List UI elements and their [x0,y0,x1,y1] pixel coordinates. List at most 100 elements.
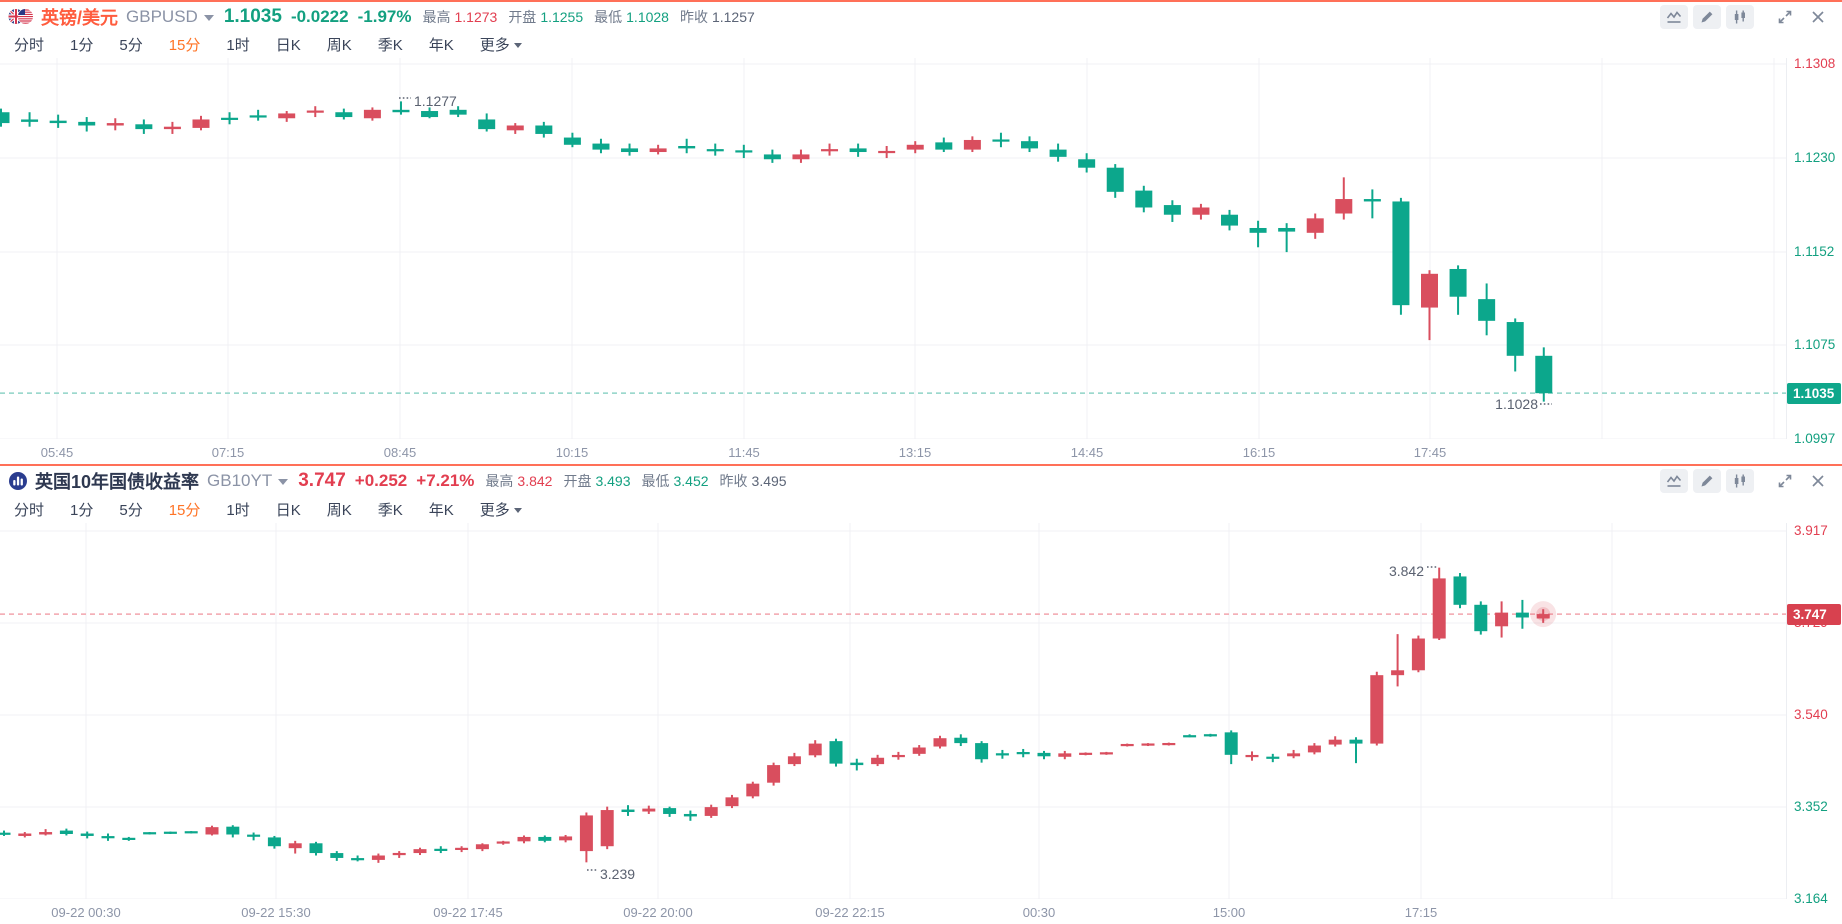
x-axis-label: 09-22 00:30 [51,905,121,920]
stat-value-high: 1.1273 [454,8,498,25]
y-axis-label: 3.540 [1794,707,1828,722]
tab-1hour[interactable]: 1时 [226,37,250,54]
x-axis-label: 14:45 [1070,445,1104,460]
stat-value-low: 3.452 [673,473,709,489]
chevron-down-icon [513,508,522,513]
x-axis-label: 17:15 [1404,905,1438,920]
x-axis-label: 09-22 17:45 [433,905,503,920]
price-change: -0.0222 [290,6,349,26]
draw-edit-button[interactable] [1693,4,1721,29]
chart-annotation: 3.239 [600,866,635,882]
tab-weekly[interactable]: 周K [326,37,352,54]
draw-edit-button[interactable] [1693,469,1721,493]
y-axis-label: 1.1152 [1794,244,1835,259]
ohlc-stats: 最高 3.842 开盘 3.493 最低 3.452 昨收 3.495 [485,471,797,491]
instrument-title: 英镑/美元 [41,7,119,28]
tab-quarterly[interactable]: 季K [377,37,403,54]
tab-more[interactable]: 更多 [480,499,522,520]
gbpusd-panel: 英镑/美元 GBPUSD 1.1035 -0.0222 -1.97% 最高 1.1… [0,0,1842,464]
stat-label-low: 最低 [594,8,623,25]
y-axis-label: 3.164 [1794,891,1828,906]
x-axis-label: 05:45 [40,445,74,460]
instrument-symbol: GB10YT [207,471,273,490]
timeframe-tabs: 分时 1分 5分 15分 1时 日K 周K 季K 年K 更多 [0,496,1842,523]
tab-more-label: 更多 [479,502,510,519]
y-axis-label: 1.1230 [1794,150,1836,165]
x-axis-label: 08:45 [383,445,417,460]
x-axis-label: 09-22 15:30 [241,905,311,920]
tab-yearly[interactable]: 年K [428,502,454,519]
price-change-percent: -1.97% [357,6,412,26]
tab-15min[interactable]: 15分 [168,502,201,519]
last-price: 3.747 [298,470,346,491]
chart-annotation: 1.1277 [414,93,457,109]
instrument-symbol: GBPUSD [126,6,198,26]
tab-1hour[interactable]: 1时 [226,502,250,519]
current-price-tag: 3.747 [1787,603,1841,625]
gbpusd-y-axis: 1.1308 1.1230 1.1152 1.1075 1.0997 1.1035 [1786,56,1842,446]
x-axis-label: 07:15 [211,445,245,460]
tab-more[interactable]: 更多 [480,34,522,55]
tab-5min[interactable]: 5分 [119,37,143,54]
stat-label-open: 开盘 [508,8,537,25]
fullscreen-button[interactable] [1771,469,1799,493]
stat-label-high: 最高 [485,473,514,489]
y-axis-label: 1.1308 [1794,56,1836,71]
x-axis-label: 15:00 [1212,905,1246,920]
stat-value-open: 1.1255 [540,8,584,25]
x-axis-label: 00:30 [1022,905,1056,920]
gb10yt-panel: 英国10年国债收益率 GB10YT 3.747 +0.252 +7.21% 最高… [0,464,1842,924]
fullscreen-button[interactable] [1771,5,1799,29]
gb10yt-chart[interactable]: 3.842 3.239 [0,523,1786,899]
y-axis-label: 3.352 [1794,799,1828,814]
gbpusd-header: 英镑/美元 GBPUSD 1.1035 -0.0222 -1.97% 最高 1.1… [0,2,1842,31]
stat-label-open: 开盘 [563,473,592,489]
symbol-dropdown-caret-icon[interactable] [203,14,214,21]
current-price-tag: 1.1035 [1787,382,1841,404]
stat-label-prev-close: 昨收 [719,473,748,489]
gbpusd-chart[interactable]: 1.1277 1.1028 [0,58,1786,439]
tab-1min[interactable]: 1分 [70,37,94,54]
chart-toolbar [1660,4,1832,29]
tab-weekly[interactable]: 周K [326,502,352,519]
tab-5min[interactable]: 5分 [119,502,143,519]
price-change: +0.252 [354,471,408,490]
tab-daily[interactable]: 日K [275,502,301,519]
chart-toolbar [1660,469,1832,493]
candlestick-button[interactable] [1726,4,1754,29]
tab-1min[interactable]: 1分 [70,502,94,519]
gb10yt-x-axis: 09-22 00:30 09-22 15:30 09-22 17:45 09-22 2… [0,899,1786,923]
line-chart-button[interactable] [1660,4,1688,29]
tab-15min[interactable]: 15分 [168,37,201,54]
bond-chart-icon [8,471,28,491]
tab-yearly[interactable]: 年K [428,37,454,54]
gbpusd-x-axis: 05:45 07:15 08:45 10:15 11:45 13:15 14:45 16:15… [0,439,1786,464]
chart-annotation: 1.1028 [1495,396,1538,412]
tab-more-label: 更多 [479,37,510,54]
last-price: 1.1035 [223,5,282,27]
ohlc-stats: 最高 1.1273 开盘 1.1255 最低 1.1028 昨收 1.1257 [422,7,765,27]
x-axis-label: 09-22 20:00 [623,905,693,920]
stat-value-prev-close: 1.1257 [711,8,755,25]
stat-label-prev-close: 昨收 [679,8,708,25]
stat-label-low: 最低 [641,473,670,489]
tab-quarterly[interactable]: 季K [377,502,403,519]
timeframe-tabs: 分时 1分 5分 15分 1时 日K 周K 季K 年K 更多 [0,31,1842,58]
candlestick-button[interactable] [1726,469,1754,493]
instrument-title: 英国10年国债收益率 [35,472,200,492]
close-button[interactable] [1804,5,1832,29]
chevron-down-icon [513,43,522,48]
x-axis-label: 16:15 [1242,445,1276,460]
x-axis-label: 09-22 22:15 [815,905,885,920]
tab-daily[interactable]: 日K [275,37,301,54]
line-chart-button[interactable] [1660,469,1688,493]
gbpusd-flags-icon [8,8,34,25]
tab-fenshi[interactable]: 分时 [14,37,45,54]
close-button[interactable] [1804,469,1832,493]
tab-fenshi[interactable]: 分时 [14,502,45,519]
stat-value-prev-close: 3.495 [751,473,787,489]
price-change-percent: +7.21% [416,471,475,490]
symbol-dropdown-caret-icon[interactable] [278,479,289,485]
